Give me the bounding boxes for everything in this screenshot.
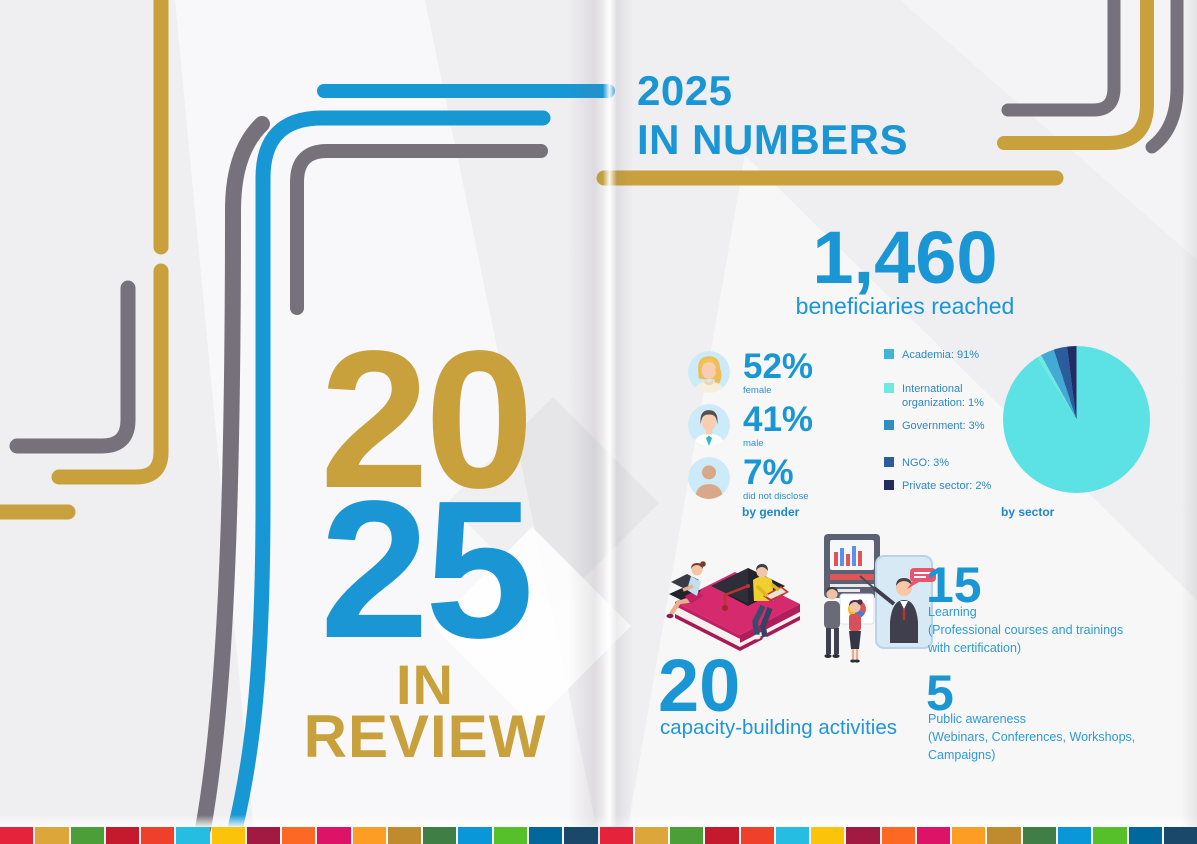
learning-title: Learning xyxy=(928,605,977,619)
sdg-strip-square xyxy=(670,827,704,844)
male-avatar-icon xyxy=(688,404,730,446)
page-title: 2025 IN NUMBERS xyxy=(637,67,908,164)
sdg-strip-square xyxy=(493,827,527,844)
page-title-line2: IN NUMBERS xyxy=(637,115,909,163)
legend-swatch xyxy=(884,457,894,467)
sdg-strip-square xyxy=(705,827,739,844)
legend-label: Government: 3% xyxy=(902,420,985,432)
legend-label: International organization: 1% xyxy=(902,383,984,410)
sdg-color-strip xyxy=(0,827,1197,844)
legend-swatch xyxy=(884,420,894,430)
legend-label: NGO: 3% xyxy=(902,457,950,469)
awareness-title: Public awareness xyxy=(928,712,1026,726)
sdg-strip-square xyxy=(1022,827,1056,844)
gender-row-undisclosed: 7% did not disclose xyxy=(688,453,809,503)
sdg-strip-square xyxy=(141,827,175,844)
legend-item-government: Government: 3% xyxy=(884,419,1014,433)
sdg-strip-square xyxy=(1163,827,1197,844)
sdg-strip-square xyxy=(1128,827,1162,844)
learning-label: Learning (Professional courses and train… xyxy=(928,603,1140,657)
gender-value-male: 41% xyxy=(743,400,814,439)
sdg-strip-square xyxy=(987,827,1021,844)
female-avatar-icon xyxy=(688,351,730,393)
sdg-strip-square xyxy=(952,827,986,844)
sdg-strip-square xyxy=(423,827,457,844)
gray-curve xyxy=(9,280,136,454)
legend-swatch xyxy=(884,480,894,490)
sdg-strip-square xyxy=(846,827,880,844)
sdg-strip-square xyxy=(246,827,281,844)
awareness-label: Public awareness (Webinars, Conferences,… xyxy=(928,710,1140,764)
person-avatar-icon xyxy=(688,457,730,499)
legend-swatch xyxy=(884,349,894,359)
sdg-strip-square xyxy=(599,827,633,844)
gender-row-female: 52% female xyxy=(688,347,814,397)
sdg-strip-square xyxy=(458,827,492,844)
learning-detail: (Professional courses and trainings with… xyxy=(928,623,1124,656)
sdg-strip-square xyxy=(282,827,316,844)
sdg-strip-square xyxy=(35,827,69,844)
sdg-strip-square xyxy=(634,827,669,844)
legend-item-ngo: NGO: 3% xyxy=(884,456,1014,470)
legend-item-private: Private sector: 2% xyxy=(884,479,1014,493)
sdg-strip-square xyxy=(70,827,104,844)
sdg-strip-square xyxy=(775,827,810,844)
sdg-strip-square xyxy=(211,827,245,844)
sdg-strip-square xyxy=(0,827,34,844)
beneficiaries-label: beneficiaries reached xyxy=(795,293,1015,319)
legend-item-international: International organization: 1% xyxy=(884,382,1014,410)
gray-inner-curve xyxy=(290,144,548,315)
gray-corner-curve xyxy=(1001,0,1121,117)
gender-label-female: female xyxy=(743,385,772,397)
sdg-strip-square xyxy=(1057,827,1092,844)
sdg-strip-square xyxy=(881,827,915,844)
sector-pie-chart xyxy=(1003,346,1150,493)
gender-row-male: 41% male xyxy=(688,400,814,450)
gold-corner-curve xyxy=(997,0,1154,150)
sdg-strip-square xyxy=(740,827,774,844)
sdg-strip-square xyxy=(352,827,386,844)
presentation-illustration xyxy=(824,534,936,663)
year-bottom-text: 25 xyxy=(319,460,534,679)
sdg-strip-square xyxy=(564,827,598,844)
legend-label: Private sector: 2% xyxy=(902,480,992,492)
beneficiaries-value: 1,460 xyxy=(812,216,998,299)
sdg-strip-square xyxy=(811,827,845,844)
sdg-strip-square xyxy=(916,827,951,844)
legend-item-academia: Academia: 91% xyxy=(884,348,1014,362)
gold-curve xyxy=(51,263,169,485)
sdg-strip-square xyxy=(105,827,140,844)
legend-label: Academia: 91% xyxy=(902,349,980,361)
gray-corner-tail xyxy=(1145,0,1184,154)
awareness-detail: (Webinars, Conferences, Workshops, Campa… xyxy=(928,730,1136,763)
page-title-line1: 2025 xyxy=(637,67,733,114)
left-caption-review: REVIEW xyxy=(303,703,547,770)
gender-value-undisclosed: 7% xyxy=(743,453,794,492)
capacity-value: 20 xyxy=(658,644,741,727)
capacity-label: capacity-building activities xyxy=(660,716,898,739)
gender-label-male: male xyxy=(743,438,764,450)
gender-value-female: 52% xyxy=(743,347,814,386)
sdg-strip-square xyxy=(387,827,422,844)
sector-caption: by sector xyxy=(1001,505,1055,519)
sdg-strip-square xyxy=(1093,827,1127,844)
legend-swatch xyxy=(884,383,894,393)
sdg-strip-square xyxy=(317,827,351,844)
sdg-strip-square xyxy=(528,827,563,844)
gender-label-undisclosed: did not disclose xyxy=(743,491,809,503)
sdg-strip-square xyxy=(176,827,210,844)
gender-caption: by gender xyxy=(742,505,800,519)
